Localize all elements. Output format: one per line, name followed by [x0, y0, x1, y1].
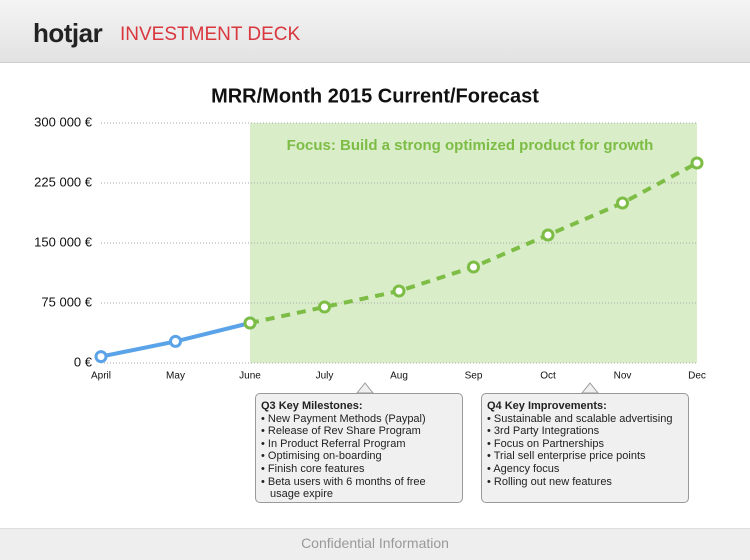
y-tick-label: 225 000 €	[34, 174, 93, 189]
data-point	[94, 350, 108, 364]
x-tick-label: July	[316, 371, 334, 382]
data-point	[169, 334, 182, 348]
callout-item: Trial sell enterprise price points	[487, 450, 683, 463]
callout-item: Optimising on-boarding	[261, 450, 457, 463]
x-tick-label: Sep	[465, 371, 483, 382]
callout-item: New Payment Methods (Paypal)	[261, 413, 457, 426]
y-tick-label: 150 000 €	[34, 234, 93, 249]
x-tick-label: May	[166, 371, 185, 382]
callout-item: 3rd Party Integrations	[487, 425, 683, 438]
pointer	[355, 382, 375, 394]
logo: hotjar	[33, 18, 103, 48]
callout-title: Q4 Key Improvements:	[487, 400, 607, 412]
chart-title: MRR/Month 2015 Current/Forecast	[211, 85, 539, 107]
callout-item: Finish core features	[261, 463, 457, 476]
data-point	[318, 300, 331, 314]
header-title: INVESTMENT DECK	[120, 24, 301, 45]
callout-title: Q3 Key Milestones:	[261, 400, 363, 412]
callout-list: Sustainable and scalable advertising3rd …	[487, 413, 683, 489]
y-tick-label: 300 000 €	[34, 114, 93, 129]
x-tick-label: June	[239, 371, 261, 382]
annotation: Focus: Build a strong optimized product …	[287, 137, 654, 154]
x-tick-label: Oct	[540, 371, 556, 382]
callout-list: New Payment Methods (Paypal)Release of R…	[261, 413, 457, 501]
y-tick-label: 75 000 €	[41, 294, 92, 309]
callout-item: Release of Rev Share Program	[261, 425, 457, 438]
footer: Confidential Information	[0, 528, 750, 560]
data-point	[392, 284, 406, 298]
callout-item: Focus on Partnerships	[487, 438, 683, 451]
x-tick-label: Dec	[688, 371, 706, 382]
callout-item: In Product Referral Program	[261, 438, 457, 451]
y-tick-label: 0 €	[74, 354, 93, 369]
x-tick-label: Aug	[390, 371, 408, 382]
chart: MRR/Month 2015 Current/Forecast Focus: B…	[34, 85, 706, 394]
header: hotjar INVESTMENT DECK	[0, 0, 750, 63]
pointer	[580, 382, 600, 394]
data-point	[541, 228, 555, 242]
callout: Q4 Key Improvements:Sustainable and scal…	[481, 393, 689, 503]
x-tick-label: April	[91, 371, 111, 382]
callout-item: Sustainable and scalable advertising	[487, 413, 683, 426]
data-point	[243, 316, 257, 330]
callout-item: Rolling out new features	[487, 476, 683, 489]
callout: Q3 Key Milestones:New Payment Methods (P…	[255, 393, 463, 503]
callout-item: Beta users with 6 months of free usage e…	[261, 476, 457, 501]
data-point	[690, 156, 704, 170]
data-point	[467, 260, 480, 274]
callout-item: Agency focus	[487, 463, 683, 476]
data-point	[616, 196, 629, 210]
x-tick-label: Nov	[614, 371, 632, 382]
